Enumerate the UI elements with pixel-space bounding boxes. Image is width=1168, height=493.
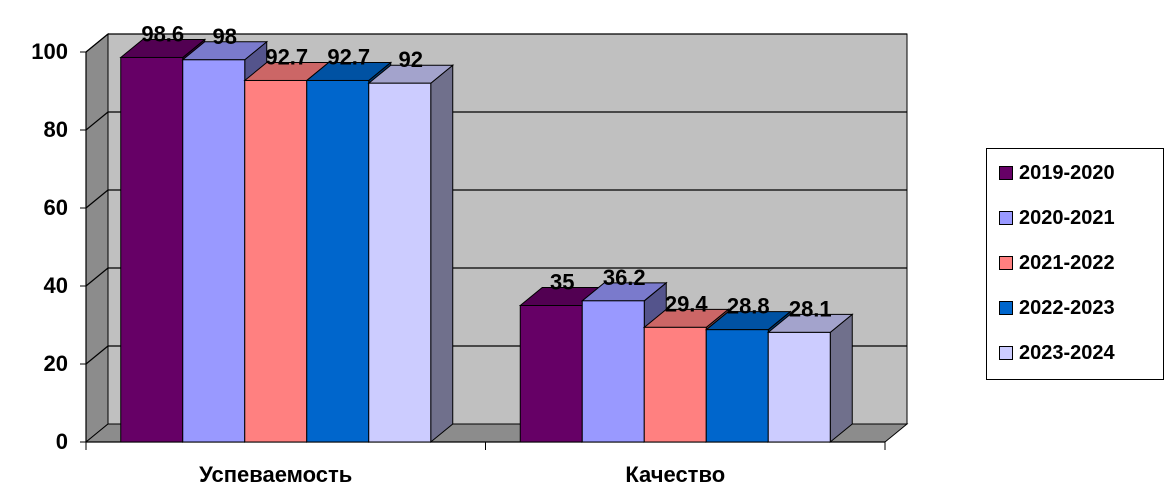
legend-label: 2022-2023 <box>1019 296 1115 319</box>
y-tick-label: 40 <box>44 273 68 298</box>
data-label: 92.7 <box>265 44 308 69</box>
grid-line-side <box>85 345 109 365</box>
bar-front <box>519 305 583 443</box>
bar <box>766 313 854 444</box>
bar-front <box>643 326 707 443</box>
grid-line-side <box>85 267 109 287</box>
y-tick-label: 100 <box>31 39 68 64</box>
bar <box>367 64 455 444</box>
legend-label: 2019-2020 <box>1019 161 1115 184</box>
legend: 2019-2020 2020-2021 2021-2022 2022-2023 … <box>986 148 1164 380</box>
y-tick-label: 80 <box>44 117 68 142</box>
x-category-label: Качество <box>625 462 725 487</box>
data-label: 35 <box>550 270 574 295</box>
y-tick-label: 0 <box>56 429 68 454</box>
bar-front <box>182 59 246 443</box>
bar-front <box>120 56 184 443</box>
bar-front <box>368 82 432 443</box>
data-label: 28.1 <box>789 296 832 321</box>
data-label: 28.8 <box>727 294 770 319</box>
legend-item: 2019-2020 <box>999 159 1115 187</box>
legend-swatch-0 <box>999 166 1013 180</box>
bar-front <box>306 79 370 443</box>
legend-item: 2023-2024 <box>999 339 1115 367</box>
data-label: 92.7 <box>327 44 370 69</box>
bar-side <box>829 313 853 444</box>
bar-front <box>705 329 769 443</box>
legend-swatch-1 <box>999 211 1013 225</box>
legend-label: 2023-2024 <box>1019 341 1115 364</box>
grid-line-side <box>85 189 109 209</box>
bars <box>119 38 854 444</box>
legend-swatch-4 <box>999 346 1013 360</box>
grid-line-side <box>85 111 109 131</box>
data-labels: 98.6 98 92.7 92.7 92 35 36.2 29.4 28.8 28.1 <box>141 21 831 321</box>
data-label: 29.4 <box>665 291 709 316</box>
data-label: 98 <box>213 24 237 49</box>
x-category-label: Успеваемость <box>199 462 352 487</box>
legend-item: 2020-2021 <box>999 204 1115 232</box>
bar-front <box>581 300 645 443</box>
legend-label: 2021-2022 <box>1019 251 1115 274</box>
grid-line-side <box>85 33 109 53</box>
data-label: 92 <box>399 47 423 72</box>
legend-label: 2020-2021 <box>1019 206 1115 229</box>
legend-swatch-3 <box>999 301 1013 315</box>
legend-swatch-2 <box>999 256 1013 270</box>
legend-item: 2022-2023 <box>999 294 1115 322</box>
axes: 0 20 40 60 80 100 Успеваемость Качество <box>31 39 886 487</box>
bar-front <box>244 79 308 443</box>
side-wall <box>85 32 109 444</box>
y-tick-label: 20 <box>44 351 68 376</box>
y-tick-label: 60 <box>44 195 68 220</box>
bar-side <box>430 64 454 444</box>
legend-item: 2021-2022 <box>999 249 1115 277</box>
data-label: 36.2 <box>603 265 646 290</box>
data-label: 98.6 <box>141 21 184 46</box>
bar-front <box>767 331 831 443</box>
